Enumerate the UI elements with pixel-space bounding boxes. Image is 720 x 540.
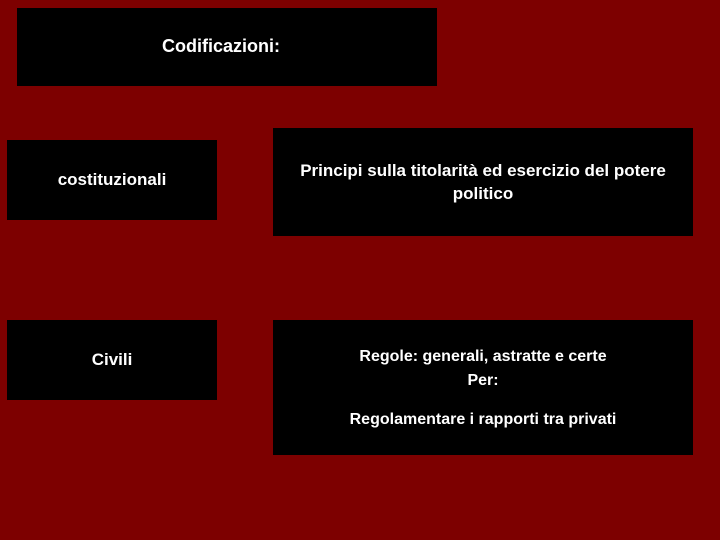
row-2-right-line1: Regole: generali, astratte e certe <box>359 346 606 368</box>
row-2-left-label: Civili <box>92 350 133 370</box>
row-1-left-label: costituzionali <box>58 170 167 190</box>
row-1-right-box: Principi sulla titolarità ed esercizio d… <box>273 128 693 236</box>
row-2-left-box: Civili <box>7 320 217 400</box>
row-1-right-text: Principi sulla titolarità ed esercizio d… <box>285 160 681 206</box>
title-box: Codificazioni: <box>17 8 437 86</box>
row-2-right-line2: Per: <box>467 370 498 392</box>
row-2-right-box: Regole: generali, astratte e certe Per: … <box>273 320 693 455</box>
title-text: Codificazioni: <box>162 36 280 57</box>
row-2-right-line3: Regolamentare i rapporti tra privati <box>350 409 617 431</box>
row-1-left-box: costituzionali <box>7 140 217 220</box>
